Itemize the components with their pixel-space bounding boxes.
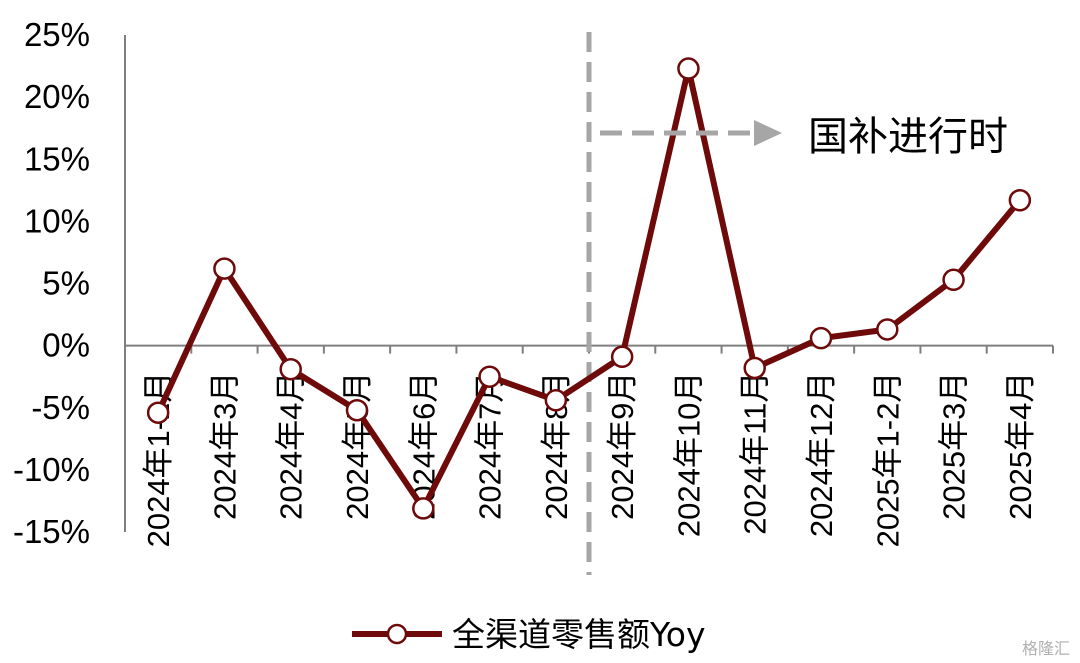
legend-label: 全渠道零售额Yoy [452, 615, 706, 654]
data-point [677, 57, 700, 80]
y-tick-label: 5% [42, 265, 90, 302]
x-tick-label: 2025年1-2月 [870, 372, 905, 548]
y-axis-ticks: 25% 20% 15% 10% 5% 0% -5% -10% -15% [13, 16, 90, 550]
x-tick-label: 2025年4月 [1003, 372, 1038, 520]
data-point [213, 257, 236, 280]
y-tick-label: -5% [31, 389, 90, 426]
y-tick-label: -10% [13, 451, 90, 488]
x-tick-label: 2024年4月 [274, 372, 309, 520]
axes [124, 35, 1054, 532]
annotation-arrow-head [754, 120, 782, 146]
x-tick-label: 2024年12月 [804, 372, 839, 537]
x-tick-label: 2024年1-2月 [141, 372, 176, 548]
data-point [809, 326, 833, 350]
y-tick-label: 10% [24, 202, 90, 239]
data-point [146, 401, 170, 424]
data-point [876, 318, 899, 341]
data-point [743, 356, 766, 380]
x-tick-label: 2024年3月 [207, 372, 242, 520]
annotation: 国补进行时 [600, 114, 1008, 160]
data-point [412, 497, 435, 520]
y-tick-label: 0% [42, 327, 90, 364]
data-point [478, 365, 501, 388]
y-tick-label: 20% [24, 78, 90, 115]
data-point [279, 357, 302, 381]
y-tick-label: -15% [13, 513, 90, 550]
watermark: 格隆汇 [1022, 639, 1070, 658]
x-tick-label: 2024年9月 [605, 372, 640, 520]
y-tick-label: 25% [24, 16, 90, 53]
data-point [544, 389, 568, 412]
data-point [1008, 189, 1032, 212]
x-tick-label: 2024年10月 [671, 372, 706, 537]
data-point [345, 398, 369, 422]
series-layer [146, 57, 1032, 520]
legend-marker [386, 623, 408, 645]
x-tick-label: 2024年11月 [738, 372, 773, 535]
annotation-text: 国补进行时 [808, 114, 1008, 160]
x-tick-label: 2024年5月 [340, 372, 375, 520]
x-tick-label: 2025年3月 [937, 372, 972, 520]
data-point [942, 268, 965, 292]
y-tick-label: 15% [24, 140, 90, 177]
data-point [610, 345, 634, 369]
x-axis-ticks: 2024年1-2月 2024年3月 2024年4月 2024年5月 2024年6月 202… [141, 372, 1038, 548]
legend: 全渠道零售额Yoy [352, 615, 706, 654]
